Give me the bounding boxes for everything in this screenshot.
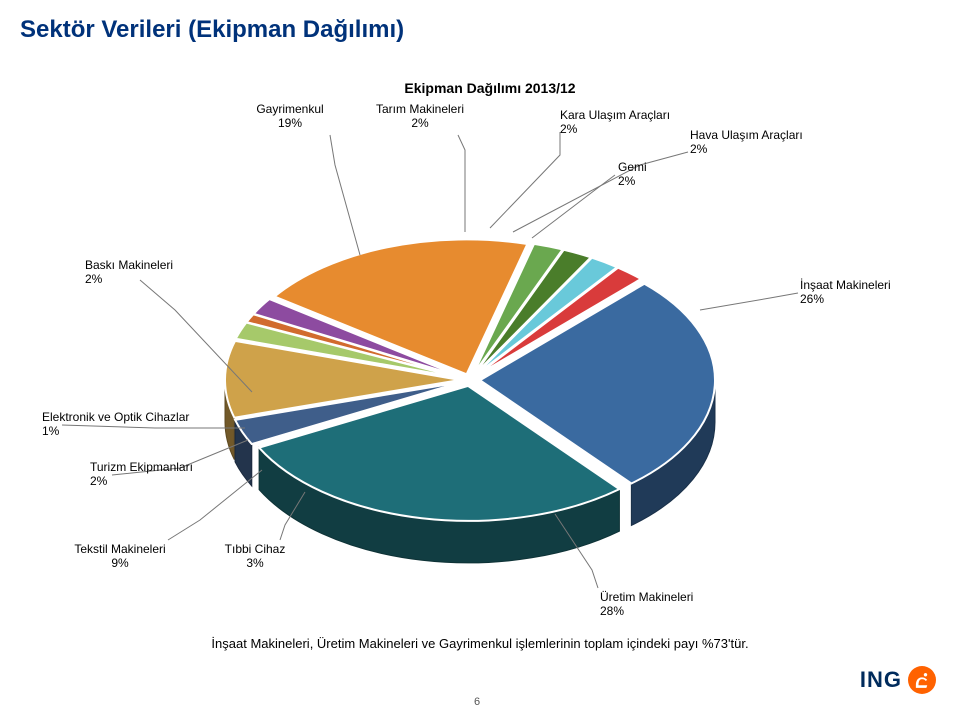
page-number: 6 [474, 696, 480, 708]
slice-label: Tekstil Makineleri9% [74, 542, 165, 571]
slice-label: İnşaat Makineleri26% [800, 278, 891, 307]
slice-label: Baskı Makineleri2% [85, 258, 173, 287]
slice-label: Tarım Makineleri2% [376, 102, 464, 131]
slice-label-text: Üretim Makineleri [600, 590, 693, 604]
slice-label: Turizm Ekipmanları2% [90, 460, 193, 489]
slice-label-text: İnşaat Makineleri [800, 278, 891, 292]
slice-label-text: Tıbbi Cihaz [225, 542, 286, 556]
slice-label: Hava Ulaşım Araçları2% [690, 128, 803, 157]
slice-label: Üretim Makineleri28% [600, 590, 693, 619]
slice-label-text: Gemi [618, 160, 647, 174]
slice-label-pct: 28% [600, 604, 693, 618]
slice-label-pct: 2% [90, 474, 193, 488]
slice-label-text: Hava Ulaşım Araçları [690, 128, 803, 142]
footer-note: İnşaat Makineleri, Üretim Makineleri ve … [0, 636, 960, 651]
slice-label-pct: 2% [560, 122, 670, 136]
slice-label-text: Tekstil Makineleri [74, 542, 165, 556]
slice-label: Gayrimenkul19% [256, 102, 323, 131]
slice-label-pct: 3% [225, 556, 286, 570]
slice-label-text: Baskı Makineleri [85, 258, 173, 272]
slice-label-pct: 2% [690, 142, 803, 156]
slice-label-text: Gayrimenkul [256, 102, 323, 116]
page: { "page": { "title": "Sektör Verileri (E… [0, 0, 960, 716]
slice-label-pct: 9% [74, 556, 165, 570]
slice-label-pct: 2% [376, 116, 464, 130]
slice-label-pct: 26% [800, 292, 891, 306]
slice-label: Kara Ulaşım Araçları2% [560, 108, 670, 137]
slice-label: Tıbbi Cihaz3% [225, 542, 286, 571]
logo-text: ING [860, 667, 902, 693]
slice-label-text: Tarım Makineleri [376, 102, 464, 116]
slice-label-text: Kara Ulaşım Araçları [560, 108, 670, 122]
slice-label: Elektronik ve Optik Cihazlar1% [42, 410, 189, 439]
slice-label-text: Turizm Ekipmanları [90, 460, 193, 474]
slice-label-pct: 1% [42, 424, 189, 438]
slice-label-pct: 19% [256, 116, 323, 130]
slice-label-text: Elektronik ve Optik Cihazlar [42, 410, 189, 424]
brand-logo: ING [860, 666, 936, 694]
slice-label-pct: 2% [618, 174, 647, 188]
slice-label: Gemi2% [618, 160, 647, 189]
pie-chart [0, 0, 960, 716]
slice-label-pct: 2% [85, 272, 173, 286]
lion-icon [908, 666, 936, 694]
